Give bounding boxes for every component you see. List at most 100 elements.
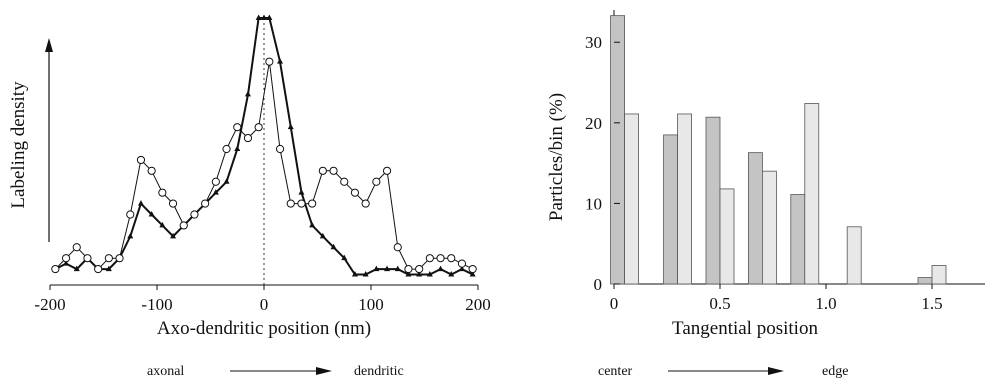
open-circle-point (329, 166, 338, 175)
filled-triangle-point (105, 265, 112, 272)
left-series-line (55, 61, 473, 270)
light-gray-bar (846, 226, 862, 285)
open-circle-point (211, 177, 220, 186)
axonal-to-dendritic-arrow (230, 367, 332, 375)
center-label: center (598, 364, 633, 379)
filled-triangle-point (244, 90, 251, 97)
open-circle-point (222, 144, 231, 154)
open-circle-point (254, 123, 263, 132)
filled-triangle-point (148, 211, 155, 217)
dark-gray-bar (917, 277, 933, 285)
open-circle-point (243, 133, 253, 143)
left-x-ticks: -200 -100 0 100 200 (34, 285, 491, 314)
filled-triangle-point (309, 221, 316, 228)
light-gray-bar (719, 188, 735, 285)
filled-triangle-point (73, 265, 80, 272)
left-x-tick-label: -100 (141, 295, 172, 314)
light-gray-bar (762, 170, 777, 285)
open-circle-point (361, 199, 370, 208)
filled-triangle-point (341, 254, 348, 261)
open-circle-point (201, 199, 210, 208)
open-circle-point (61, 254, 71, 263)
right-x-axis-label: Tangential position (672, 318, 818, 339)
open-circle-point (425, 254, 434, 263)
open-circle-point (158, 188, 167, 197)
open-circle-point (83, 254, 92, 263)
left-x-tick-label: 100 (358, 295, 384, 314)
open-circle-point (126, 210, 135, 219)
open-circle-point (265, 57, 274, 66)
filled-triangle-point (330, 243, 337, 250)
light-gray-bar (677, 113, 692, 285)
filled-triangle-point (212, 189, 219, 195)
dark-gray-bar (705, 116, 721, 285)
filled-triangle-point (159, 221, 166, 228)
light-gray-bar (804, 103, 820, 285)
labeling-density-arrow (45, 38, 53, 242)
filled-triangle-point (261, 14, 267, 20)
open-circle-point (168, 199, 178, 208)
open-circle-point (72, 243, 81, 252)
open-circle-point (415, 264, 424, 274)
dendritic-label: dendritic (354, 364, 404, 379)
axonal-label: axonal (147, 364, 184, 379)
edge-label: edge (822, 364, 848, 379)
open-circle-point (350, 188, 360, 197)
filled-triangle-point (234, 145, 241, 151)
right-y-tick-label: 20 (585, 114, 602, 133)
filled-triangle-point (255, 14, 262, 20)
left-x-tick-label: -200 (34, 295, 65, 314)
filled-triangle-point (416, 271, 423, 277)
open-circle-point (286, 199, 295, 208)
filled-triangle-point (362, 271, 369, 277)
open-circle-point (297, 199, 306, 208)
right-y-tick-label: 10 (585, 194, 602, 213)
right-x-tick-label: 0 (610, 294, 619, 313)
filled-triangle-point (287, 123, 294, 130)
dark-gray-bar (790, 194, 806, 285)
left-x-axis-label: Axo-dendritic position (nm) (157, 318, 371, 339)
right-bar-chart: 0 10 20 30 0 0.5 1.0 1.5 Particles/bin (%) Tan… (546, 10, 985, 379)
open-circle-point (233, 123, 242, 132)
open-circle-point (275, 144, 285, 154)
filled-triangle-point (298, 189, 305, 195)
open-circle-point (382, 166, 392, 175)
open-circle-point (136, 155, 146, 165)
filled-triangle-point (469, 271, 476, 277)
left-x-tick-label: 0 (260, 295, 269, 314)
filled-triangle-point (394, 265, 401, 272)
open-circle-point (457, 259, 467, 268)
left-line-chart: -200 -100 0 100 200 Axo-dendritic position (… (8, 14, 491, 379)
filled-triangle-point (437, 265, 444, 272)
filled-triangle-point (405, 271, 412, 277)
left-series-open-circle (51, 57, 477, 274)
open-circle-point (436, 254, 445, 263)
open-circle-point (318, 166, 327, 175)
right-y-tick-label: 0 (594, 275, 603, 294)
right-y-axis-label: Particles/bin (%) (546, 93, 567, 221)
right-x-tick-label: 0.5 (709, 294, 730, 313)
dark-gray-bar (663, 134, 678, 285)
dark-gray-bar (610, 15, 625, 285)
open-circle-point (468, 264, 477, 274)
open-circle-point (147, 166, 156, 175)
open-circle-point (51, 264, 60, 274)
right-y-tick-label: 30 (585, 33, 602, 52)
open-circle-point (179, 221, 188, 230)
left-series-line (54, 17, 474, 276)
filled-triangle-point (384, 265, 391, 272)
filled-triangle-point (137, 200, 144, 206)
right-x-tick-label: 1.0 (815, 294, 836, 313)
open-circle-point (104, 254, 113, 263)
right-x-tick-label: 1.5 (921, 294, 942, 313)
open-circle-point (115, 254, 124, 263)
filled-triangle-point (223, 178, 230, 184)
filled-triangle-point (373, 265, 380, 272)
filled-triangle-point (426, 271, 433, 277)
open-circle-point (447, 254, 456, 263)
filled-triangle-point (127, 232, 134, 239)
open-circle-point (308, 199, 317, 208)
filled-triangle-point (351, 271, 358, 277)
filled-triangle-point (319, 232, 326, 239)
